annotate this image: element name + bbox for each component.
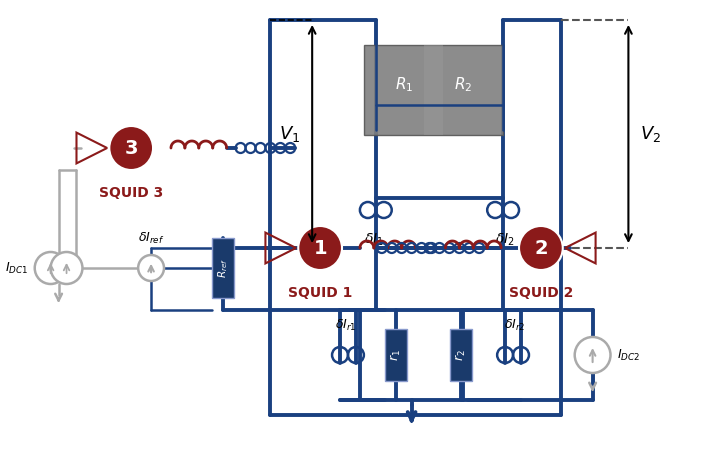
Circle shape [138, 255, 164, 281]
Text: 3: 3 [125, 138, 138, 158]
Text: $\delta I_{r1}$: $\delta I_{r1}$ [335, 318, 357, 333]
Bar [212, 238, 233, 298]
Text: $R_1$: $R_1$ [395, 75, 413, 94]
Text: $\delta I_{ref}$: $\delta I_{ref}$ [138, 231, 164, 246]
Text: $R_2$: $R_2$ [454, 75, 472, 94]
Bar [364, 45, 503, 135]
Text: $r_1$: $r_1$ [388, 349, 403, 361]
Circle shape [575, 337, 611, 373]
Text: $I_{DC1}$: $I_{DC1}$ [6, 260, 29, 275]
Text: $I_{DC2}$: $I_{DC2}$ [618, 348, 641, 363]
Text: $R_{ref}$: $R_{ref}$ [216, 258, 229, 278]
Text: $V_2$: $V_2$ [640, 124, 662, 144]
Bar [423, 45, 444, 135]
Text: $V_1$: $V_1$ [279, 124, 300, 144]
Circle shape [109, 126, 153, 170]
Bar [385, 329, 407, 381]
Text: $\delta I_2$: $\delta I_2$ [495, 232, 515, 248]
Text: 1: 1 [313, 239, 327, 258]
Circle shape [50, 252, 83, 284]
Bar [451, 329, 472, 381]
Text: SQUID 2: SQUID 2 [509, 286, 573, 300]
Text: SQUID 3: SQUID 3 [99, 186, 163, 200]
Circle shape [298, 226, 342, 270]
Text: $\delta I_{r2}$: $\delta I_{r2}$ [504, 318, 526, 333]
Text: $\delta I_1$: $\delta I_1$ [364, 232, 383, 248]
Circle shape [35, 252, 67, 284]
Text: $r_2$: $r_2$ [454, 349, 468, 361]
Circle shape [519, 226, 563, 270]
Text: SQUID 1: SQUID 1 [288, 286, 353, 300]
Text: 2: 2 [534, 239, 547, 258]
